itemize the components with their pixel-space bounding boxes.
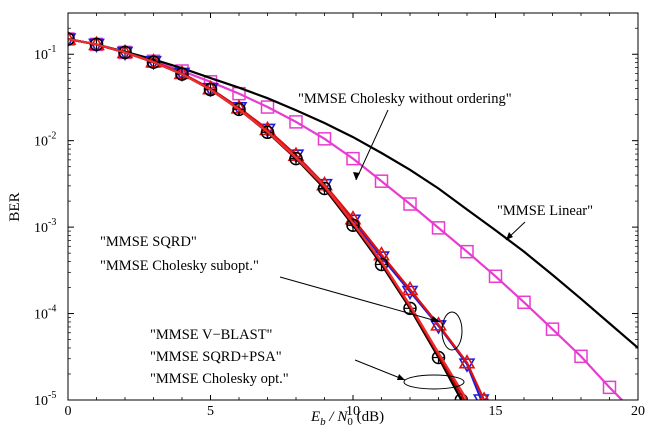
arrow-head-linear	[506, 232, 513, 240]
marker-cholesky_subopt	[430, 316, 447, 331]
y-tick-label: 10-2	[34, 131, 56, 150]
marker-linear	[517, 295, 531, 310]
y-tick-label: 10-3	[34, 217, 56, 236]
y-tick-label: 10-1	[34, 44, 56, 63]
arrow-head-vblast	[397, 374, 405, 380]
marker-linear	[574, 349, 588, 364]
pointer-vblast	[354, 359, 406, 381]
annotation-linear: "MMSE Linear"	[497, 203, 593, 219]
x-axis-label-sub-b: b	[320, 416, 326, 428]
annotation-sqrd: "MMSE SQRD"	[100, 234, 197, 250]
marker-linear	[545, 322, 560, 336]
y-tick-label: 10-5	[34, 390, 56, 409]
y-tick-exponent: -4	[48, 304, 56, 315]
marker-linear	[289, 115, 303, 129]
x-axis-label-sub-0: 0	[347, 416, 353, 428]
marker-sqrd	[458, 358, 476, 373]
marker-linear	[374, 174, 389, 188]
x-tick-label: 0	[65, 404, 72, 419]
y-axis-label: BER	[7, 192, 23, 221]
marker-linear	[346, 151, 360, 166]
marker-linear	[403, 197, 417, 211]
annotation-cholesky-no-order: "MMSE Cholesky without ordering"	[298, 91, 512, 107]
series-line-cholesky_no_order	[68, 37, 638, 349]
x-axis-label-unit: (dB)	[353, 409, 384, 425]
series-line-cholesky_opt	[68, 37, 468, 400]
arrow-head-cholesky-no-order	[353, 172, 360, 180]
arrow-heads	[353, 172, 513, 380]
y-tick-base: 10	[34, 48, 48, 63]
marker-linear	[460, 244, 474, 259]
x-tick-label: 15	[489, 404, 503, 419]
ellipse-vblast	[403, 374, 465, 390]
y-tick-base: 10	[34, 135, 48, 150]
series-layer	[68, 30, 638, 400]
marker-cholesky_subopt	[458, 354, 476, 369]
annotation-cholesky-subopt: "MMSE Cholesky subopt."	[100, 258, 259, 274]
annotation-sqrd-psa: "MMSE SQRD+PSA"	[150, 349, 282, 365]
marker-linear	[602, 380, 617, 395]
y-tick-exponent: -3	[48, 217, 56, 228]
y-tick-base: 10	[34, 308, 48, 323]
x-axis-label-mid: / N	[326, 409, 349, 425]
marker-linear	[431, 221, 446, 235]
marker-cholesky_subopt	[68, 30, 77, 45]
arrow-head-sqrd	[431, 316, 440, 322]
pointer-sqrd	[279, 276, 441, 323]
marker-linear	[317, 132, 332, 146]
x-tick-label: 10	[346, 404, 360, 419]
y-tick-base: 10	[34, 394, 48, 409]
x-tick-label: 5	[207, 404, 214, 419]
x-axis-label-e: E	[310, 409, 320, 425]
plot-background	[68, 13, 638, 400]
marker-cholesky_subopt	[401, 280, 419, 296]
x-axis-label: Eb / N0 (dB)	[310, 409, 384, 428]
annotation-cholesky-opt: "MMSE Cholesky opt."	[150, 371, 289, 387]
marker-linear	[488, 269, 503, 284]
y-tick-exponent: -1	[48, 44, 56, 55]
pointer-cholesky-no-order	[355, 109, 389, 181]
series-cholesky_no_order	[68, 37, 638, 349]
y-tick-label: 10-4	[34, 304, 56, 323]
marker-cholesky_subopt	[479, 391, 490, 400]
ellipse-sqrd	[441, 311, 463, 351]
y-tick-base: 10	[34, 221, 48, 236]
annotation-vblast: "MMSE V−BLAST"	[150, 327, 273, 343]
y-tick-exponent: -5	[48, 390, 56, 401]
series-cholesky_opt	[68, 37, 468, 400]
marker-linear	[260, 100, 275, 114]
y-tick-exponent: -2	[48, 131, 56, 142]
x-tick-label: 20	[631, 404, 645, 419]
